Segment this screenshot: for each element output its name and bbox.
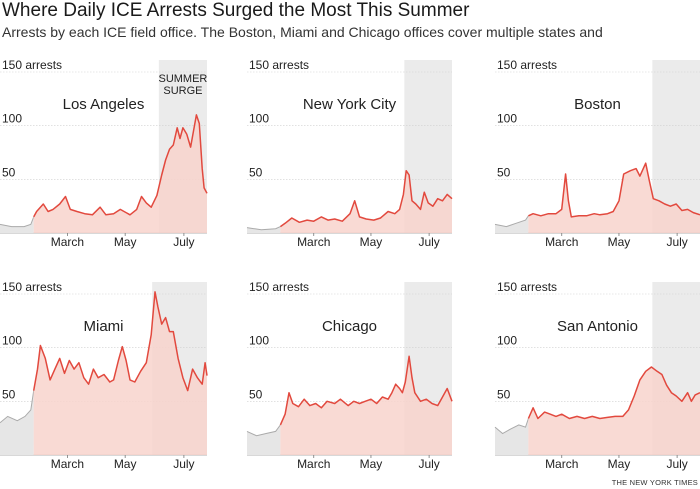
- panel-san-antonio: 50 100 150 arrests March May July San Antonio: [494, 280, 700, 471]
- pre-period-line: [246, 424, 281, 437]
- panel-new-york-city: 50 100 150 arrests March May July New York Cit…: [246, 58, 453, 249]
- y-tick-label: 150 arrests: [497, 58, 557, 72]
- x-tick-label-july: July: [173, 457, 194, 471]
- y-tick-label: 100: [2, 334, 22, 348]
- pre-period-area: [247, 424, 281, 455]
- x-tick-label-march: March: [297, 235, 330, 249]
- arrests-area: [33, 114, 207, 233]
- arrests-area: [280, 170, 452, 233]
- y-tick-label: 50: [2, 387, 16, 401]
- y-tick-label: 100: [497, 334, 517, 348]
- panel-miami: 50 100 150 arrests March May July Miami: [0, 280, 208, 471]
- pre-period-line: [494, 215, 529, 228]
- x-tick-label-may: May: [114, 235, 137, 249]
- pre-period-area: [0, 216, 34, 233]
- x-tick-label-may: May: [608, 235, 631, 249]
- y-tick-label: 50: [2, 165, 16, 179]
- subhead: Arrests by each ICE field office. The Bo…: [2, 24, 603, 40]
- y-tick-label: 50: [249, 165, 263, 179]
- x-tick-label-may: May: [360, 235, 383, 249]
- credit-line: THE NEW YORK TIMES: [611, 478, 698, 487]
- pre-period-line: [0, 390, 35, 424]
- panel-los-angeles: 50 100 150 arrests March May July Los Angeles S…: [0, 58, 208, 249]
- x-tick-label-may: May: [608, 457, 631, 471]
- x-tick-label-july: July: [418, 235, 439, 249]
- x-tick-label-march: March: [545, 235, 578, 249]
- panel-title: New York City: [303, 96, 397, 113]
- x-tick-label-may: May: [114, 457, 137, 471]
- arrests-area: [528, 367, 700, 455]
- y-tick-label: 150 arrests: [2, 280, 62, 294]
- x-tick-label-march: March: [545, 457, 578, 471]
- y-tick-label: 150 arrests: [249, 58, 309, 72]
- x-tick-label-march: March: [297, 457, 330, 471]
- x-tick-label-march: March: [51, 235, 84, 249]
- y-tick-label: 100: [249, 112, 269, 126]
- y-tick-label: 50: [497, 165, 511, 179]
- pre-period-area: [495, 215, 529, 233]
- x-tick-label-may: May: [360, 457, 383, 471]
- x-tick-label-july: July: [666, 457, 687, 471]
- arrests-line: [528, 162, 700, 218]
- arrests-area: [528, 163, 700, 233]
- y-tick-label: 50: [497, 387, 511, 401]
- arrests-area: [33, 291, 207, 455]
- panel-boston: 50 100 150 arrests March May July Boston: [494, 58, 700, 249]
- headline: Where Daily ICE Arrests Surged the Most …: [2, 0, 470, 21]
- arrests-line: [279, 355, 453, 426]
- x-tick-label-july: July: [666, 235, 687, 249]
- y-tick-label: 50: [249, 387, 263, 401]
- y-tick-label: 150 arrests: [497, 280, 557, 294]
- x-tick-label-july: July: [418, 457, 439, 471]
- panel-title: San Antonio: [557, 318, 638, 335]
- x-tick-label-july: July: [173, 235, 194, 249]
- panel-chicago: 50 100 150 arrests March May July Chicago: [246, 280, 453, 471]
- arrests-line: [279, 169, 453, 228]
- panel-title: Boston: [574, 96, 621, 113]
- y-tick-label: 100: [2, 112, 22, 126]
- y-tick-label: 100: [497, 112, 517, 126]
- x-tick-label-march: March: [51, 457, 84, 471]
- pre-period-line: [494, 418, 529, 435]
- pre-period-area: [495, 418, 529, 455]
- y-tick-label: 150 arrests: [249, 280, 309, 294]
- pre-period-area: [0, 390, 34, 455]
- arrests-line: [527, 366, 700, 420]
- pre-period-line: [246, 226, 281, 231]
- arrests-line: [33, 114, 208, 218]
- surge-annotation: SUMMER SURGE: [158, 73, 207, 97]
- y-tick-label: 100: [249, 334, 269, 348]
- panel-title: Miami: [84, 318, 124, 335]
- arrests-area: [280, 356, 452, 455]
- arrests-line: [32, 291, 208, 392]
- y-tick-label: 150 arrests: [2, 58, 62, 72]
- panel-title: Los Angeles: [63, 96, 145, 113]
- panel-title: Chicago: [322, 318, 377, 335]
- pre-period-line: [0, 216, 35, 228]
